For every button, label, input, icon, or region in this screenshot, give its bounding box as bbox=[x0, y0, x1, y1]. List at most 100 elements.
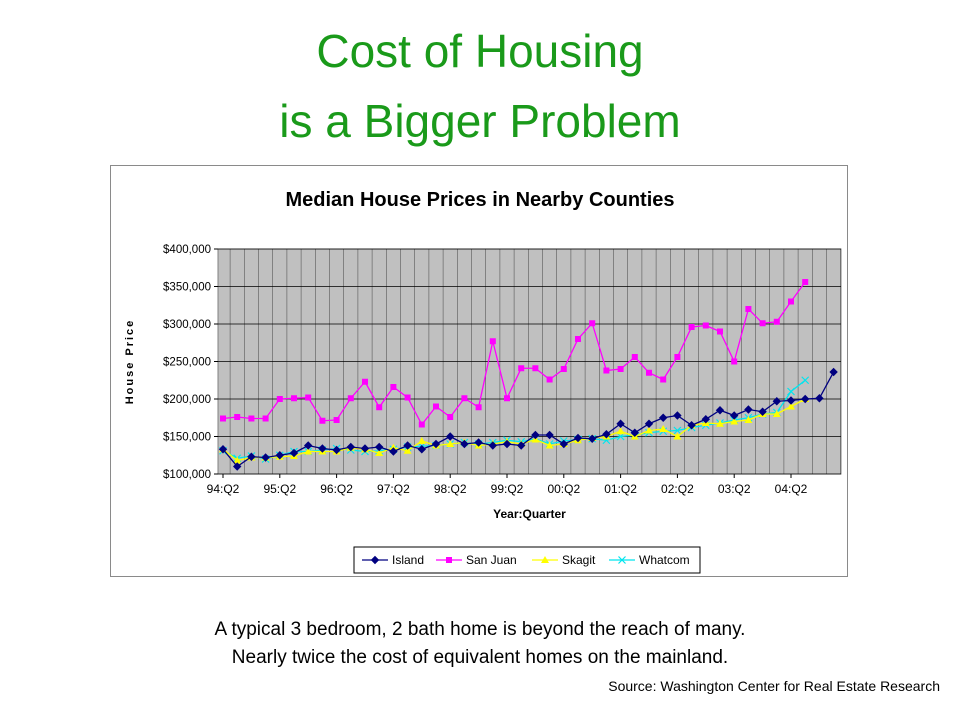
data-point-san-juan bbox=[532, 365, 539, 372]
data-point-island bbox=[474, 438, 483, 447]
x-tick-label: 94:Q2 bbox=[207, 482, 240, 496]
y-tick-label: $300,000 bbox=[163, 319, 211, 331]
y-tick-label: $200,000 bbox=[163, 394, 211, 406]
data-point-san-juan bbox=[603, 367, 610, 374]
legend-marker-san-juan bbox=[446, 557, 452, 563]
caption-line-1: A typical 3 bedroom, 2 bath home is beyo… bbox=[214, 619, 746, 640]
data-point-skagit bbox=[545, 441, 554, 449]
data-point-island bbox=[772, 397, 782, 406]
data-point-san-juan bbox=[447, 414, 454, 420]
data-point-san-juan bbox=[702, 322, 709, 329]
data-point-island bbox=[445, 432, 455, 441]
chart-title: Median House Prices in Nearby Counties bbox=[286, 189, 675, 211]
x-tick-label: 99:Q2 bbox=[491, 482, 524, 496]
data-point-san-juan bbox=[433, 403, 439, 410]
data-point-island bbox=[232, 462, 242, 471]
series-line-skagit bbox=[222, 398, 806, 462]
data-point-whatcom-stroke bbox=[801, 376, 810, 385]
data-point-island bbox=[644, 419, 654, 428]
data-point-san-juan bbox=[674, 354, 681, 360]
y-tick-label: $250,000 bbox=[163, 357, 211, 369]
data-point-san-juan bbox=[475, 404, 482, 411]
data-point-san-juan bbox=[773, 318, 780, 325]
data-point-island bbox=[488, 441, 498, 450]
data-point-island bbox=[360, 444, 370, 453]
data-point-island bbox=[403, 441, 412, 450]
data-point-san-juan bbox=[418, 421, 425, 428]
legend-marker-whatcom-stroke bbox=[618, 556, 626, 564]
line-chart: Median House Prices in Nearby Counties $1… bbox=[124, 189, 842, 574]
data-point-san-juan bbox=[248, 415, 255, 422]
data-point-san-juan bbox=[376, 404, 383, 411]
data-point-island bbox=[374, 442, 384, 452]
data-point-island bbox=[559, 439, 569, 449]
y-axis-label: House Price bbox=[124, 319, 136, 405]
data-point-san-juan bbox=[347, 395, 354, 402]
data-point-island bbox=[687, 421, 696, 430]
legend-entry-san-juan: San Juan bbox=[436, 553, 517, 567]
data-point-island bbox=[346, 442, 356, 452]
data-point-island bbox=[815, 394, 824, 403]
y-tick-label: $150,000 bbox=[163, 432, 211, 444]
legend-entry-skagit: Skagit bbox=[532, 553, 596, 567]
data-point-skagit bbox=[673, 432, 682, 440]
data-point-san-juan bbox=[305, 394, 312, 401]
data-point-island bbox=[758, 407, 767, 416]
data-point-island bbox=[218, 445, 228, 454]
data-point-san-juan bbox=[220, 415, 226, 422]
data-point-san-juan bbox=[276, 396, 283, 402]
data-point-island bbox=[800, 394, 810, 404]
data-point-san-juan bbox=[688, 324, 695, 330]
data-point-whatcom-stroke bbox=[787, 387, 795, 396]
x-tick-label: 97:Q2 bbox=[377, 482, 410, 496]
data-point-skagit bbox=[787, 402, 795, 410]
data-point-san-juan bbox=[802, 279, 809, 285]
data-point-island bbox=[587, 434, 597, 443]
legend-label-whatcom: Whatcom bbox=[639, 553, 690, 567]
data-point-island bbox=[502, 439, 512, 449]
x-tick-label: 96:Q2 bbox=[320, 482, 353, 496]
series-san-juan bbox=[220, 279, 809, 428]
x-tick-label: 04:Q2 bbox=[775, 482, 808, 496]
data-point-whatcom bbox=[801, 376, 810, 385]
data-point-island bbox=[431, 439, 441, 449]
data-point-san-juan bbox=[262, 415, 269, 422]
data-point-san-juan bbox=[631, 354, 638, 360]
data-point-skagit bbox=[772, 410, 781, 417]
data-point-san-juan bbox=[717, 328, 723, 335]
data-point-san-juan bbox=[291, 395, 297, 402]
data-point-island bbox=[417, 445, 427, 454]
data-point-skagit bbox=[446, 440, 455, 447]
legend-entry-island: Island bbox=[362, 553, 424, 567]
data-point-san-juan bbox=[617, 366, 624, 372]
data-point-island bbox=[545, 430, 554, 440]
data-point-san-juan bbox=[234, 414, 241, 420]
data-point-island bbox=[744, 405, 753, 414]
x-tick-label: 95:Q2 bbox=[263, 482, 296, 496]
legend-entry-whatcom: Whatcom bbox=[609, 553, 690, 567]
data-point-island bbox=[247, 452, 256, 461]
data-point-island bbox=[573, 433, 583, 443]
page-title-line-1: Cost of Housing bbox=[316, 25, 644, 77]
data-point-san-juan bbox=[788, 298, 794, 305]
data-point-island bbox=[303, 441, 313, 450]
legend-label-skagit: Skagit bbox=[562, 553, 596, 567]
data-point-san-juan bbox=[504, 395, 510, 402]
data-point-island bbox=[332, 445, 341, 455]
legend-label-san-juan: San Juan bbox=[466, 553, 517, 567]
legend-marker-whatcom bbox=[618, 556, 626, 564]
y-tick-label: $100,000 bbox=[163, 469, 211, 481]
data-point-island bbox=[630, 428, 640, 437]
x-tick-label: 01:Q2 bbox=[604, 482, 637, 496]
data-point-skagit bbox=[744, 416, 753, 423]
legend-label-island: Island bbox=[392, 553, 424, 567]
page-title-line-2: is a Bigger Problem bbox=[279, 95, 681, 147]
data-point-island bbox=[829, 367, 838, 377]
data-point-whatcom-stroke bbox=[673, 426, 682, 435]
data-point-san-juan bbox=[489, 338, 496, 345]
data-point-san-juan bbox=[461, 395, 468, 402]
data-point-island bbox=[318, 444, 327, 453]
data-point-island bbox=[261, 453, 270, 462]
data-point-island bbox=[786, 396, 796, 405]
data-point-island bbox=[289, 448, 299, 458]
